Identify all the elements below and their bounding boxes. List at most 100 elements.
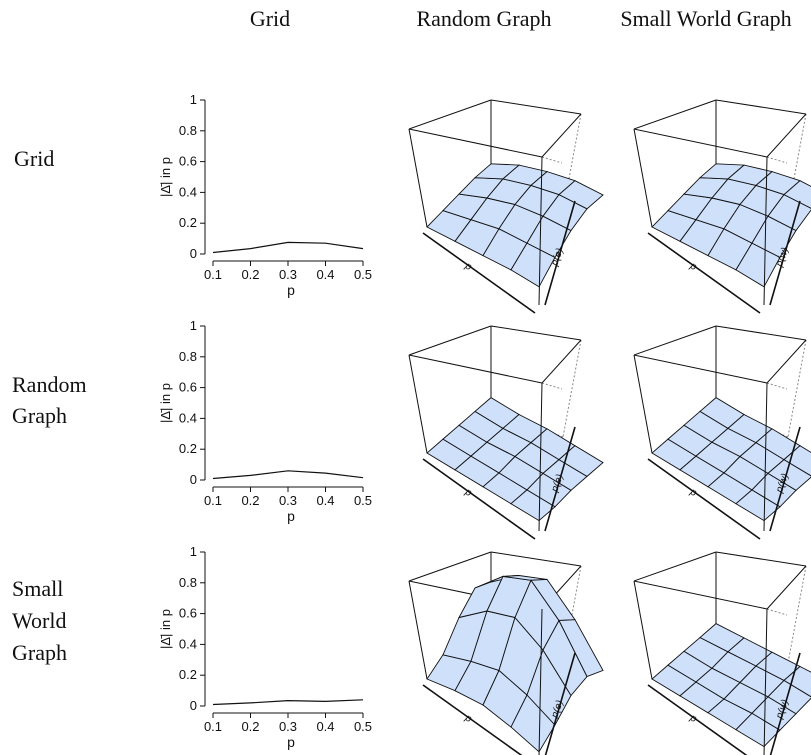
row-headers: Grid Random Graph Small World Graph <box>12 146 87 665</box>
panel-r1-c0: 0 0.2 0.4 0.6 0.8 1 0.1 0.2 0.3 0.4 0.5 p |Δ̄| in p <box>158 318 372 524</box>
box-edge <box>490 325 582 341</box>
box-edge-back <box>787 565 807 664</box>
x-tick-label: 0.3 <box>279 493 297 508</box>
box-edge <box>633 580 768 610</box>
panel-r0-c0: 0 0.2 0.4 0.6 0.8 1 0.1 0.2 0.3 0.4 0.5 p |Δ̄| in p <box>158 92 372 298</box>
y-tick-label: 0 <box>190 246 197 261</box>
surface-facet <box>558 180 604 210</box>
box-edge <box>490 99 582 115</box>
box-edge <box>633 580 653 680</box>
panel-r2-c1: p p(e) <box>408 551 604 755</box>
box-edge-back <box>787 339 807 438</box>
axis-p <box>647 232 761 314</box>
box-edge <box>766 339 807 384</box>
axis-p <box>647 458 761 540</box>
y-tick-label: 0.8 <box>179 575 197 590</box>
x-tick-label: 0.5 <box>354 719 372 734</box>
y-tick-label: 0.4 <box>179 636 197 651</box>
col-header-small-world-graph: Small World Graph <box>620 6 791 31</box>
surface-facet <box>558 619 604 678</box>
y-tick-label: 0.2 <box>179 215 197 230</box>
axis-second <box>544 200 576 306</box>
box-edge <box>715 325 807 341</box>
col-header-random-graph: Random Graph <box>416 6 551 31</box>
x-tick-label: 0.2 <box>241 493 259 508</box>
box-edge <box>633 99 717 130</box>
y-tick-label: 0.2 <box>179 667 197 682</box>
axis-p <box>422 684 523 755</box>
box-edge <box>763 382 768 532</box>
row-header-random-line2: Graph <box>12 403 67 428</box>
box-edge <box>766 113 807 158</box>
x-axis-label: p <box>287 282 295 298</box>
charts-layer: 0 0.2 0.4 0.6 0.8 1 0.1 0.2 0.3 0.4 0.5 p |Δ̄| in p p… <box>158 92 811 755</box>
box-edge <box>538 608 543 755</box>
panel-r1-c1: p p(e) <box>408 325 604 540</box>
y-axis-label: |Δ̄| in p <box>158 383 173 423</box>
box-edge-back <box>562 113 582 212</box>
box-edge <box>715 551 807 567</box>
row-header-small-line2: World <box>12 608 66 633</box>
box-edge <box>633 325 717 356</box>
series-line <box>212 241 364 254</box>
x-tick-label: 0.4 <box>316 719 334 734</box>
box-edge <box>633 128 653 228</box>
x-axis-label: p <box>287 508 295 524</box>
axis-p <box>647 684 748 755</box>
surface-facet <box>767 194 811 232</box>
axis-p <box>422 458 536 540</box>
x-tick-label: 0.5 <box>354 267 372 282</box>
box-edge <box>541 339 582 384</box>
series-line <box>212 699 364 706</box>
box-edge <box>633 551 717 582</box>
row-header-random-line1: Random <box>12 372 87 397</box>
box-edge-back <box>766 382 788 390</box>
y-tick-label: 0 <box>190 472 197 487</box>
box-edge-back <box>541 156 563 164</box>
y-tick-label: 0.6 <box>179 154 197 169</box>
panel-r0-c2: p p(w) <box>633 99 811 314</box>
surface-facet <box>783 180 811 209</box>
box-edge <box>541 113 582 158</box>
y-tick-label: 0.4 <box>179 184 197 199</box>
x-tick-label: 0.4 <box>316 267 334 282</box>
panel-r1-c2: p p(w) <box>633 325 811 540</box>
y-tick-label: 0.6 <box>179 380 197 395</box>
x-tick-label: 0.4 <box>316 493 334 508</box>
y-tick-label: 0.2 <box>179 441 197 456</box>
x-tick-label: 0.2 <box>241 719 259 734</box>
box-edge <box>408 580 428 680</box>
surface-axis-label: p <box>462 486 474 499</box>
row-header-grid: Grid <box>14 146 54 171</box>
surface-axis-label: p <box>462 260 474 273</box>
surface-axis-label: p <box>687 712 699 725</box>
box-edge <box>408 128 543 158</box>
axis-p <box>422 232 536 314</box>
box-edge <box>408 354 428 454</box>
row-header-small-line3: Graph <box>12 640 67 665</box>
box-edge <box>633 354 768 384</box>
panel-r2-c0: 0 0.2 0.4 0.6 0.8 1 0.1 0.2 0.3 0.4 0.5 p |Δ̄| in p <box>158 544 372 750</box>
box-edge-back <box>766 608 788 616</box>
y-tick-label: 0.6 <box>179 606 197 621</box>
box-edge <box>490 551 582 567</box>
box-edge <box>766 565 807 610</box>
box-edge <box>408 128 428 228</box>
box-edge <box>633 128 768 158</box>
box-edge-back <box>766 156 788 164</box>
x-tick-label: 0.1 <box>204 719 222 734</box>
surface-facet <box>783 445 811 477</box>
box-edge-back <box>562 339 582 438</box>
y-tick-label: 0 <box>190 698 197 713</box>
panel-r0-c1: p p(e) <box>408 99 604 314</box>
col-header-grid: Grid <box>250 6 290 31</box>
y-tick-label: 1 <box>190 544 197 559</box>
box-edge <box>633 354 653 454</box>
box-edge <box>408 551 492 582</box>
box-edge <box>538 382 543 532</box>
y-tick-label: 0.4 <box>179 410 197 425</box>
surface-axis-label: p <box>462 712 474 725</box>
y-axis-label: |Δ̄| in p <box>158 609 173 649</box>
